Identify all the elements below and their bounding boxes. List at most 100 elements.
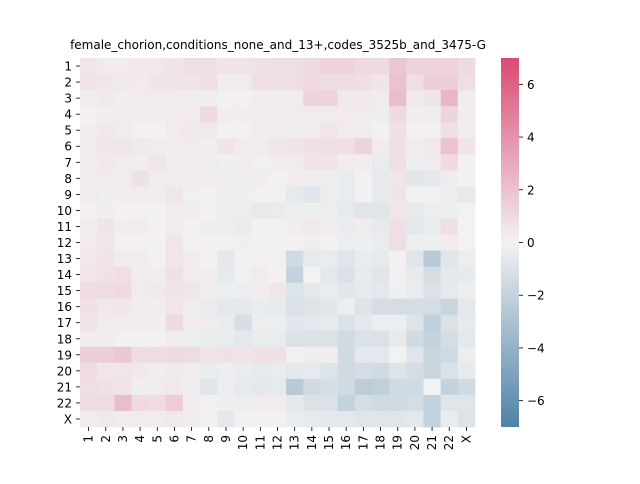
heatmap-cell-1-7 xyxy=(183,58,201,75)
heatmap-cell-X-3 xyxy=(114,410,132,428)
heatmap-cell-11-14 xyxy=(303,218,321,235)
heatmap-cell-19-12 xyxy=(268,346,287,364)
heatmap-cell-16-3 xyxy=(114,298,132,316)
heatmap-cell-21-4 xyxy=(131,378,150,396)
heatmap-cell-5-11 xyxy=(251,122,270,139)
heatmap-cell-15-5 xyxy=(148,282,167,300)
heatmap-cell-15-21 xyxy=(423,282,442,300)
heatmap-cell-17-5 xyxy=(148,314,167,332)
heatmap-cell-7-16 xyxy=(337,154,356,171)
heatmap-cell-4-X xyxy=(457,106,476,123)
heatmap-cell-16-16 xyxy=(337,298,356,316)
heatmap-cell-12-20 xyxy=(406,234,424,251)
heatmap-cell-1-10 xyxy=(234,58,253,75)
heatmap-cell-22-12 xyxy=(268,394,287,412)
heatmap-cell-21-16 xyxy=(337,378,356,396)
heatmap-cell-12-X xyxy=(457,234,476,251)
heatmap-cell-15-16 xyxy=(337,282,356,300)
heatmap-cell-15-12 xyxy=(268,282,287,300)
heatmap-cell-8-20 xyxy=(406,170,424,187)
heatmap-cell-13-5 xyxy=(148,250,167,267)
heatmap-cell-21-5 xyxy=(148,378,167,396)
heatmap-cell-18-22 xyxy=(440,330,459,348)
heatmap-cell-22-1 xyxy=(80,394,98,412)
heatmap-cell-20-5 xyxy=(148,362,167,380)
heatmap-cell-4-13 xyxy=(286,106,304,123)
heatmap-cell-16-5 xyxy=(148,298,167,316)
heatmap-cell-1-4 xyxy=(131,58,150,75)
y-tick-label: 18 xyxy=(57,332,72,346)
heatmap-cell-19-19 xyxy=(389,346,407,364)
x-tick-label: 7 xyxy=(185,435,199,443)
heatmap-cell-21-19 xyxy=(389,378,407,396)
heatmap-cell-6-11 xyxy=(251,138,270,155)
x-tick-label: 9 xyxy=(219,435,233,443)
heatmap-cell-22-19 xyxy=(389,394,407,412)
heatmap-cell-8-2 xyxy=(97,170,115,187)
heatmap-cell-1-12 xyxy=(268,58,287,75)
heatmap-cell-20-6 xyxy=(165,362,184,380)
x-tick-label: 17 xyxy=(356,435,370,450)
heatmap-cell-18-X xyxy=(457,330,476,348)
heatmap-cell-3-16 xyxy=(337,90,356,107)
heatmap-cell-9-13 xyxy=(286,186,304,203)
heatmap-cell-18-15 xyxy=(320,330,338,348)
heatmap-cell-19-7 xyxy=(183,346,201,364)
heatmap-cell-2-19 xyxy=(389,74,407,91)
heatmap-cell-12-6 xyxy=(165,234,184,251)
y-tick-label: 6 xyxy=(64,140,72,154)
heatmap-cell-3-21 xyxy=(423,90,442,107)
heatmap-cell-4-4 xyxy=(131,106,150,123)
heatmap-cell-6-12 xyxy=(268,138,287,155)
heatmap-cell-22-5 xyxy=(148,394,167,412)
heatmap-cell-5-7 xyxy=(183,122,201,139)
heatmap-cell-9-8 xyxy=(200,186,218,203)
heatmap-cell-21-20 xyxy=(406,378,424,396)
heatmap-cell-12-7 xyxy=(183,234,201,251)
heatmap-cell-13-13 xyxy=(286,250,304,267)
heatmap-cell-7-2 xyxy=(97,154,115,171)
heatmap-cell-5-4 xyxy=(131,122,150,139)
heatmap-cell-1-1 xyxy=(80,58,98,75)
heatmap-cell-1-15 xyxy=(320,58,338,75)
heatmap-cell-2-16 xyxy=(337,74,356,91)
colorbar-tick-label: −4 xyxy=(527,341,545,355)
heatmap-cell-21-18 xyxy=(371,378,390,396)
heatmap-cell-2-18 xyxy=(371,74,390,91)
heatmap-cell-9-2 xyxy=(97,186,115,203)
heatmap-cell-16-2 xyxy=(97,298,115,316)
heatmap-cell-16-11 xyxy=(251,298,270,316)
x-tick-label: 16 xyxy=(339,435,353,450)
heatmap-cell-3-19 xyxy=(389,90,407,107)
colorbar-tick-label: 0 xyxy=(527,236,535,250)
heatmap-cell-10-18 xyxy=(371,202,390,219)
heatmap-cell-16-7 xyxy=(183,298,201,316)
heatmap-cell-9-20 xyxy=(406,186,424,203)
heatmap-cell-21-6 xyxy=(165,378,184,396)
heatmap-cell-15-17 xyxy=(354,282,373,300)
heatmap-cell-7-12 xyxy=(268,154,287,171)
heatmap-cell-17-17 xyxy=(354,314,373,332)
heatmap-cell-19-2 xyxy=(97,346,115,364)
heatmap-cell-X-12 xyxy=(268,410,287,428)
heatmap-cell-19-22 xyxy=(440,346,459,364)
heatmap-cell-19-16 xyxy=(337,346,356,364)
y-tick-label: 1 xyxy=(64,60,72,74)
heatmap-cell-16-4 xyxy=(131,298,150,316)
heatmap-cell-6-X xyxy=(457,138,476,155)
heatmap-cell-20-X xyxy=(457,362,476,380)
heatmap-cell-19-18 xyxy=(371,346,390,364)
heatmap-cell-9-18 xyxy=(371,186,390,203)
heatmap-cell-16-19 xyxy=(389,298,407,316)
heatmap-cell-13-11 xyxy=(251,250,270,267)
heatmap-cell-12-21 xyxy=(423,234,442,251)
heatmap-cell-15-13 xyxy=(286,282,304,300)
heatmap-cell-5-6 xyxy=(165,122,184,139)
heatmap-cell-16-18 xyxy=(371,298,390,316)
heatmap-cell-11-15 xyxy=(320,218,338,235)
heatmap-cell-17-X xyxy=(457,314,476,332)
heatmap-cell-X-19 xyxy=(389,410,407,428)
heatmap-cell-14-11 xyxy=(251,266,270,284)
heatmap-cell-12-17 xyxy=(354,234,373,251)
